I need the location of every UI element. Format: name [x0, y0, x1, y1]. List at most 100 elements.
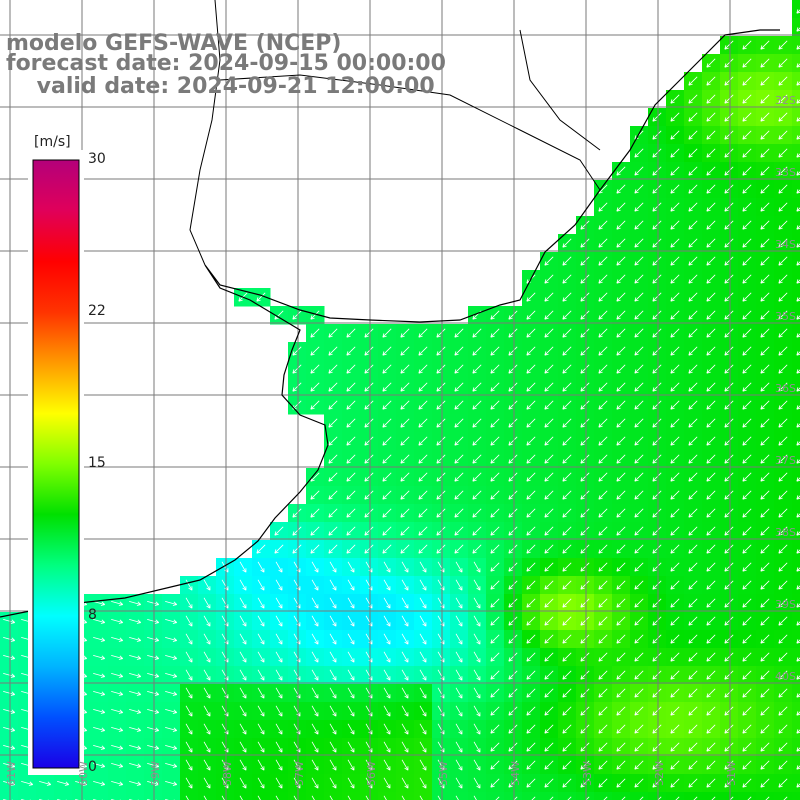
- wind-arrow: [364, 472, 374, 482]
- wind-arrow: [329, 759, 337, 771]
- wind-arrow: [706, 274, 716, 284]
- wind-arrow: [346, 418, 356, 428]
- speed-cell: [342, 792, 361, 800]
- speed-cell: [738, 792, 757, 800]
- wind-arrow: [670, 598, 680, 608]
- wind-arrow: [634, 580, 644, 590]
- speed-cell: [792, 414, 800, 433]
- wind-arrow: [562, 598, 572, 608]
- wind-arrow: [652, 184, 662, 194]
- wind-arrow: [328, 418, 338, 428]
- wind-arrow: [544, 634, 554, 644]
- wind-arrow: [778, 652, 788, 662]
- wind-arrow: [634, 526, 644, 536]
- wind-arrow: [3, 709, 16, 714]
- speed-cell: [792, 306, 800, 325]
- wind-arrow: [311, 579, 319, 591]
- wind-arrow: [490, 364, 500, 374]
- wind-arrow: [621, 796, 626, 800]
- speed-cell: [792, 54, 800, 73]
- speed-cell: [72, 792, 91, 800]
- wind-arrow: [724, 724, 734, 734]
- wind-arrow: [292, 364, 302, 374]
- wind-arrow: [778, 238, 788, 248]
- wind-arrow: [778, 418, 788, 428]
- wind-arrow: [526, 310, 536, 320]
- wind-arrow: [472, 454, 482, 464]
- speed-cell: [792, 450, 800, 469]
- wind-arrow: [508, 670, 518, 680]
- colorbar-tick-30: 30: [88, 151, 106, 167]
- wind-arrow: [634, 652, 644, 662]
- wind-arrow: [401, 741, 409, 753]
- wind-arrow: [400, 454, 410, 464]
- wind-arrow: [742, 724, 752, 734]
- wind-arrow: [508, 616, 518, 626]
- wind-arrow: [616, 634, 626, 644]
- wind-arrow: [328, 328, 338, 338]
- wind-arrow: [454, 472, 464, 482]
- wind-arrow: [346, 328, 356, 338]
- wind-arrow: [239, 777, 247, 789]
- wind-arrow: [347, 633, 355, 645]
- lat-label: 39S: [775, 598, 796, 611]
- wind-arrow: [760, 292, 770, 302]
- wind-arrow: [436, 454, 446, 464]
- wind-arrow: [580, 310, 590, 320]
- wind-arrow: [580, 562, 590, 572]
- wind-arrow: [311, 561, 319, 573]
- wind-arrow: [3, 655, 16, 660]
- wind-arrow: [778, 184, 788, 194]
- wind-arrow: [383, 705, 391, 717]
- wind-arrow: [603, 796, 608, 800]
- wind-arrow: [742, 490, 752, 500]
- wind-arrow: [364, 328, 374, 338]
- wind-arrow: [203, 597, 211, 609]
- wind-arrow: [93, 709, 106, 714]
- wind-arrow: [436, 346, 446, 356]
- wind-arrow: [147, 727, 160, 732]
- wind-arrow: [706, 760, 716, 770]
- wind-arrow: [526, 526, 536, 536]
- wind-arrow: [57, 781, 70, 786]
- wind-arrow: [670, 454, 680, 464]
- wind-arrow: [346, 436, 356, 446]
- wind-arrow: [580, 670, 590, 680]
- wind-arrow: [401, 777, 409, 789]
- wind-arrow: [742, 472, 752, 482]
- wind-arrow: [598, 472, 608, 482]
- speed-cell: [792, 144, 800, 163]
- wind-arrow: [706, 706, 716, 716]
- wind-arrow: [292, 310, 302, 320]
- wind-arrow: [329, 561, 337, 573]
- wind-arrow: [310, 382, 320, 392]
- wind-arrow: [472, 526, 482, 536]
- wind-arrow: [742, 670, 752, 680]
- wind-arrow: [760, 382, 770, 392]
- wind-arrow: [634, 382, 644, 392]
- speed-cell: [792, 432, 800, 451]
- wind-arrow: [455, 705, 463, 717]
- wind-arrow: [3, 763, 16, 768]
- wind-arrow: [778, 688, 788, 698]
- wind-arrow: [562, 490, 572, 500]
- wind-arrow: [203, 777, 211, 789]
- wind-arrow: [364, 382, 374, 392]
- wind-arrow: [670, 346, 680, 356]
- wind-arrow: [670, 418, 680, 428]
- wind-arrow: [544, 418, 554, 428]
- speed-cell: [792, 360, 800, 379]
- wind-arrow: [401, 633, 409, 645]
- wind-arrow: [401, 561, 409, 573]
- wind-arrow: [221, 795, 225, 800]
- wind-arrow: [724, 184, 734, 194]
- wind-arrow: [688, 400, 698, 410]
- wind-arrow: [401, 615, 409, 627]
- wind-arrow: [742, 688, 752, 698]
- wind-arrow: [688, 220, 698, 230]
- lon-label: 53W: [581, 761, 594, 786]
- wind-arrow: [616, 490, 626, 500]
- wind-arrow: [257, 759, 265, 771]
- speed-cell: [666, 792, 685, 800]
- wind-arrow: [436, 508, 446, 518]
